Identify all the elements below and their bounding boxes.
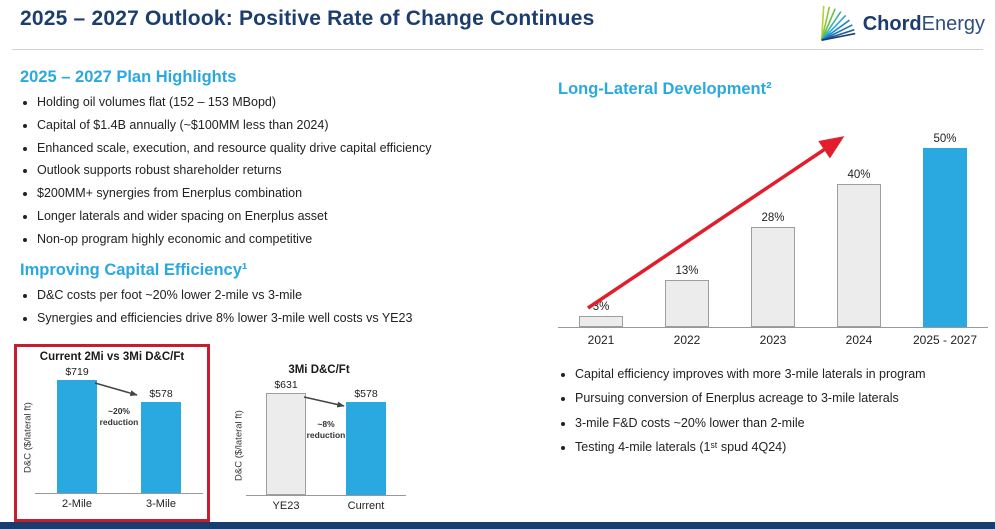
category-label: YE23 bbox=[272, 500, 300, 512]
bar-2-Mile bbox=[57, 380, 97, 493]
category-axis: 2021 2022 2023 2024 2025 - 2027 bbox=[558, 328, 988, 347]
category-axis: YE23 Current bbox=[246, 496, 406, 512]
bar-group-3-Mile: $578 bbox=[119, 388, 203, 493]
bullet-item: D&C costs per foot ~20% lower 2-mile vs … bbox=[37, 288, 525, 303]
y-axis-label: D&C ($/lateral ft) bbox=[233, 410, 245, 481]
category-label: 2023 bbox=[759, 333, 787, 347]
chord-energy-logo: ChordEnergy bbox=[816, 3, 985, 45]
logo-wordmark: ChordEnergy bbox=[863, 13, 985, 36]
page-title: 2025 – 2027 Outlook: Positive Rate of Ch… bbox=[20, 7, 595, 30]
reduction-arrow-icon bbox=[94, 382, 138, 397]
bar-group-Current: $578 bbox=[326, 388, 406, 495]
reduction-annotation: ~8% reduction bbox=[306, 419, 346, 440]
bullet-item: Pursuing conversion of Enerplus acreage … bbox=[575, 391, 988, 406]
category-axis: 2-Mile 3-Mile bbox=[35, 494, 203, 510]
long-lateral-heading: Long-Lateral Development² bbox=[558, 80, 772, 98]
bar-2021 bbox=[579, 316, 623, 327]
category-label: 2-Mile bbox=[62, 498, 92, 510]
bar-value-label: 3% bbox=[592, 301, 610, 313]
bar-2023 bbox=[751, 227, 795, 327]
bullet-item: Capital efficiency improves with more 3-… bbox=[575, 367, 988, 382]
bar-Current bbox=[346, 402, 386, 495]
bar-group-YE23: $631 bbox=[246, 379, 326, 495]
category-label: 2024 bbox=[845, 333, 873, 347]
category-label: 2021 bbox=[587, 333, 615, 347]
bar-value-label: $578 bbox=[354, 388, 378, 400]
bar-group-2023: 28% bbox=[730, 212, 816, 327]
logo-text-energy: Energy bbox=[921, 12, 985, 35]
bar-2022 bbox=[665, 280, 709, 327]
long-lateral-list: Capital efficiency improves with more 3-… bbox=[558, 367, 988, 455]
plan-highlights-heading: 2025 – 2027 Plan Highlights bbox=[20, 68, 237, 86]
reduction-annotation: ~20% reduction bbox=[99, 406, 139, 427]
bar-YE23 bbox=[266, 393, 306, 495]
bullet-item: Testing 4-mile laterals (1ˢᵗ spud 4Q24) bbox=[575, 440, 988, 455]
bullet-item: Holding oil volumes flat (152 – 153 MBop… bbox=[37, 95, 525, 110]
bar-value-label: $631 bbox=[274, 379, 298, 391]
category-label: 3-Mile bbox=[146, 498, 176, 510]
bar-value-label: 28% bbox=[761, 212, 785, 224]
bar-value-label: $578 bbox=[149, 388, 173, 400]
category-label: 2025 - 2027 bbox=[912, 333, 978, 347]
plot-area: $631 $578 bbox=[246, 379, 406, 496]
capital-efficiency-list: D&C costs per foot ~20% lower 2-mile vs … bbox=[20, 288, 525, 326]
bar-3-Mile bbox=[141, 402, 181, 493]
footer-bar bbox=[0, 522, 995, 529]
bar-value-label: 13% bbox=[675, 265, 699, 277]
bar-group-2-Mile: $719 bbox=[35, 366, 119, 493]
bar-group-2022: 13% bbox=[644, 265, 730, 327]
chord-logo-burst-icon bbox=[820, 5, 856, 42]
chart-title: Current 2Mi vs 3Mi D&C/Ft bbox=[39, 351, 185, 363]
plot-area: 3% 13% 28% 40% 50% bbox=[558, 113, 988, 328]
bullet-item: Longer laterals and wider spacing on Ene… bbox=[37, 209, 525, 224]
bar-value-label: 40% bbox=[847, 169, 871, 181]
bar-value-label: $719 bbox=[65, 366, 89, 378]
chart-current-2mi-vs-3mi: Current 2Mi vs 3Mi D&C/Ft D&C ($/lateral… bbox=[14, 344, 210, 522]
bar-group-2025 - 2027: 50% bbox=[902, 133, 988, 327]
chart-long-lateral-development: 3% 13% 28% 40% 50% 2021 2022 2023 2024 2025 - 20… bbox=[558, 113, 988, 347]
bar-2025 - 2027 bbox=[923, 148, 967, 327]
capital-efficiency-heading: Improving Capital Efficiency¹ bbox=[20, 260, 248, 279]
bar-group-2024: 40% bbox=[816, 169, 902, 327]
bullet-item: Synergies and efficiencies drive 8% lowe… bbox=[37, 311, 525, 326]
reduction-arrow-icon bbox=[303, 396, 345, 408]
header-divider bbox=[12, 49, 983, 50]
bullet-item: Capital of $1.4B annually (~$100MM less … bbox=[37, 118, 525, 133]
category-label: 2022 bbox=[673, 333, 701, 347]
plan-highlights-list: Holding oil volumes flat (152 – 153 MBop… bbox=[20, 95, 525, 247]
chart-3mi-dc-ft: 3Mi D&C/Ft D&C ($/lateral ft) $631 $578 ~… bbox=[228, 360, 410, 520]
bullet-item: 3-mile F&D costs ~20% lower than 2-mile bbox=[575, 416, 988, 431]
plot-wrap: $631 $578 ~8% reduction YE23 Current bbox=[246, 379, 406, 512]
bullet-item: Outlook supports robust shareholder retu… bbox=[37, 163, 525, 178]
bullet-item: Enhanced scale, execution, and resource … bbox=[37, 141, 525, 156]
y-axis-label: D&C ($/lateral ft) bbox=[22, 402, 34, 474]
plan-highlights-section: 2025 – 2027 Plan Highlights Holding oil … bbox=[20, 68, 525, 333]
category-label: Current bbox=[347, 500, 385, 512]
chart-title: 3Mi D&C/Ft bbox=[288, 364, 350, 376]
bar-2024 bbox=[837, 184, 881, 327]
bullet-item: Non-op program highly economic and compe… bbox=[37, 232, 525, 247]
bar-group-2021: 3% bbox=[558, 301, 644, 327]
plot-area: $719 $578 bbox=[35, 366, 203, 494]
plot-wrap: $719 $578 ~20% reduction 2-Mile 3-Mile bbox=[35, 366, 203, 510]
long-lateral-section: Long-Lateral Development² 3% 13% 28% 40% 50%… bbox=[558, 80, 988, 464]
logo-text-chord: Chord bbox=[862, 12, 922, 35]
bullet-item: $200MM+ synergies from Enerplus combinat… bbox=[37, 186, 525, 201]
bar-value-label: 50% bbox=[933, 133, 957, 145]
